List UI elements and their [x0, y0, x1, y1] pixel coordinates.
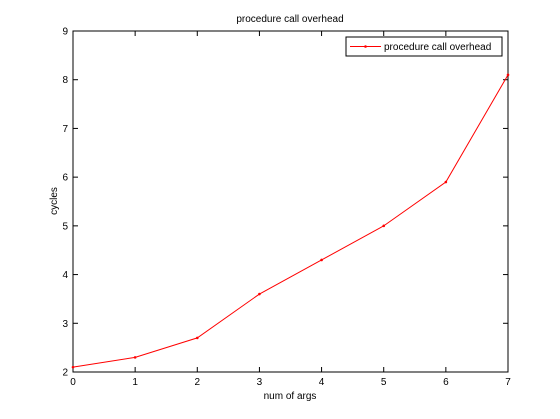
legend-box — [345, 36, 503, 57]
y-tick-label: 7 — [62, 124, 68, 135]
data-point — [258, 292, 261, 296]
x-tick-label: 7 — [505, 377, 511, 388]
y-axis-ticks: 2 3 4 5 6 7 8 9 — [62, 27, 508, 379]
y-tick-label: 9 — [62, 27, 68, 38]
x-tick-label: 5 — [381, 377, 387, 388]
legend-label: procedure call overhead — [384, 42, 491, 53]
y-tick-label: 5 — [62, 221, 68, 232]
series-layer — [71, 73, 510, 369]
y-tick-label: 2 — [62, 368, 68, 379]
y-tick-label: 8 — [62, 75, 68, 86]
chart-title: procedure call overhead — [236, 14, 343, 25]
x-tick-label: 0 — [70, 377, 76, 388]
x-axis-title: num of args — [264, 391, 317, 402]
x-tick-label: 4 — [319, 377, 325, 388]
y-tick-label: 6 — [62, 173, 68, 184]
data-point — [133, 356, 137, 359]
legend: procedure call overhead — [345, 36, 503, 57]
data-point — [71, 365, 75, 369]
y-axis-title: cycles — [49, 187, 60, 215]
y-tick-label: 3 — [62, 319, 68, 330]
x-tick-label: 1 — [132, 377, 138, 388]
series-line — [72, 74, 509, 368]
data-point — [444, 180, 448, 184]
x-axis-ticks: 0 1 2 3 4 5 6 7 — [70, 31, 511, 388]
y-tick-label: 4 — [62, 270, 68, 281]
data-point — [195, 336, 199, 340]
data-point — [320, 258, 323, 262]
data-point — [382, 224, 386, 228]
plot-area — [72, 30, 509, 373]
x-tick-label: 6 — [443, 377, 449, 388]
legend-marker-sample — [364, 45, 367, 48]
x-tick-label: 3 — [257, 377, 263, 388]
x-tick-label: 2 — [195, 377, 201, 388]
data-point — [506, 73, 510, 77]
